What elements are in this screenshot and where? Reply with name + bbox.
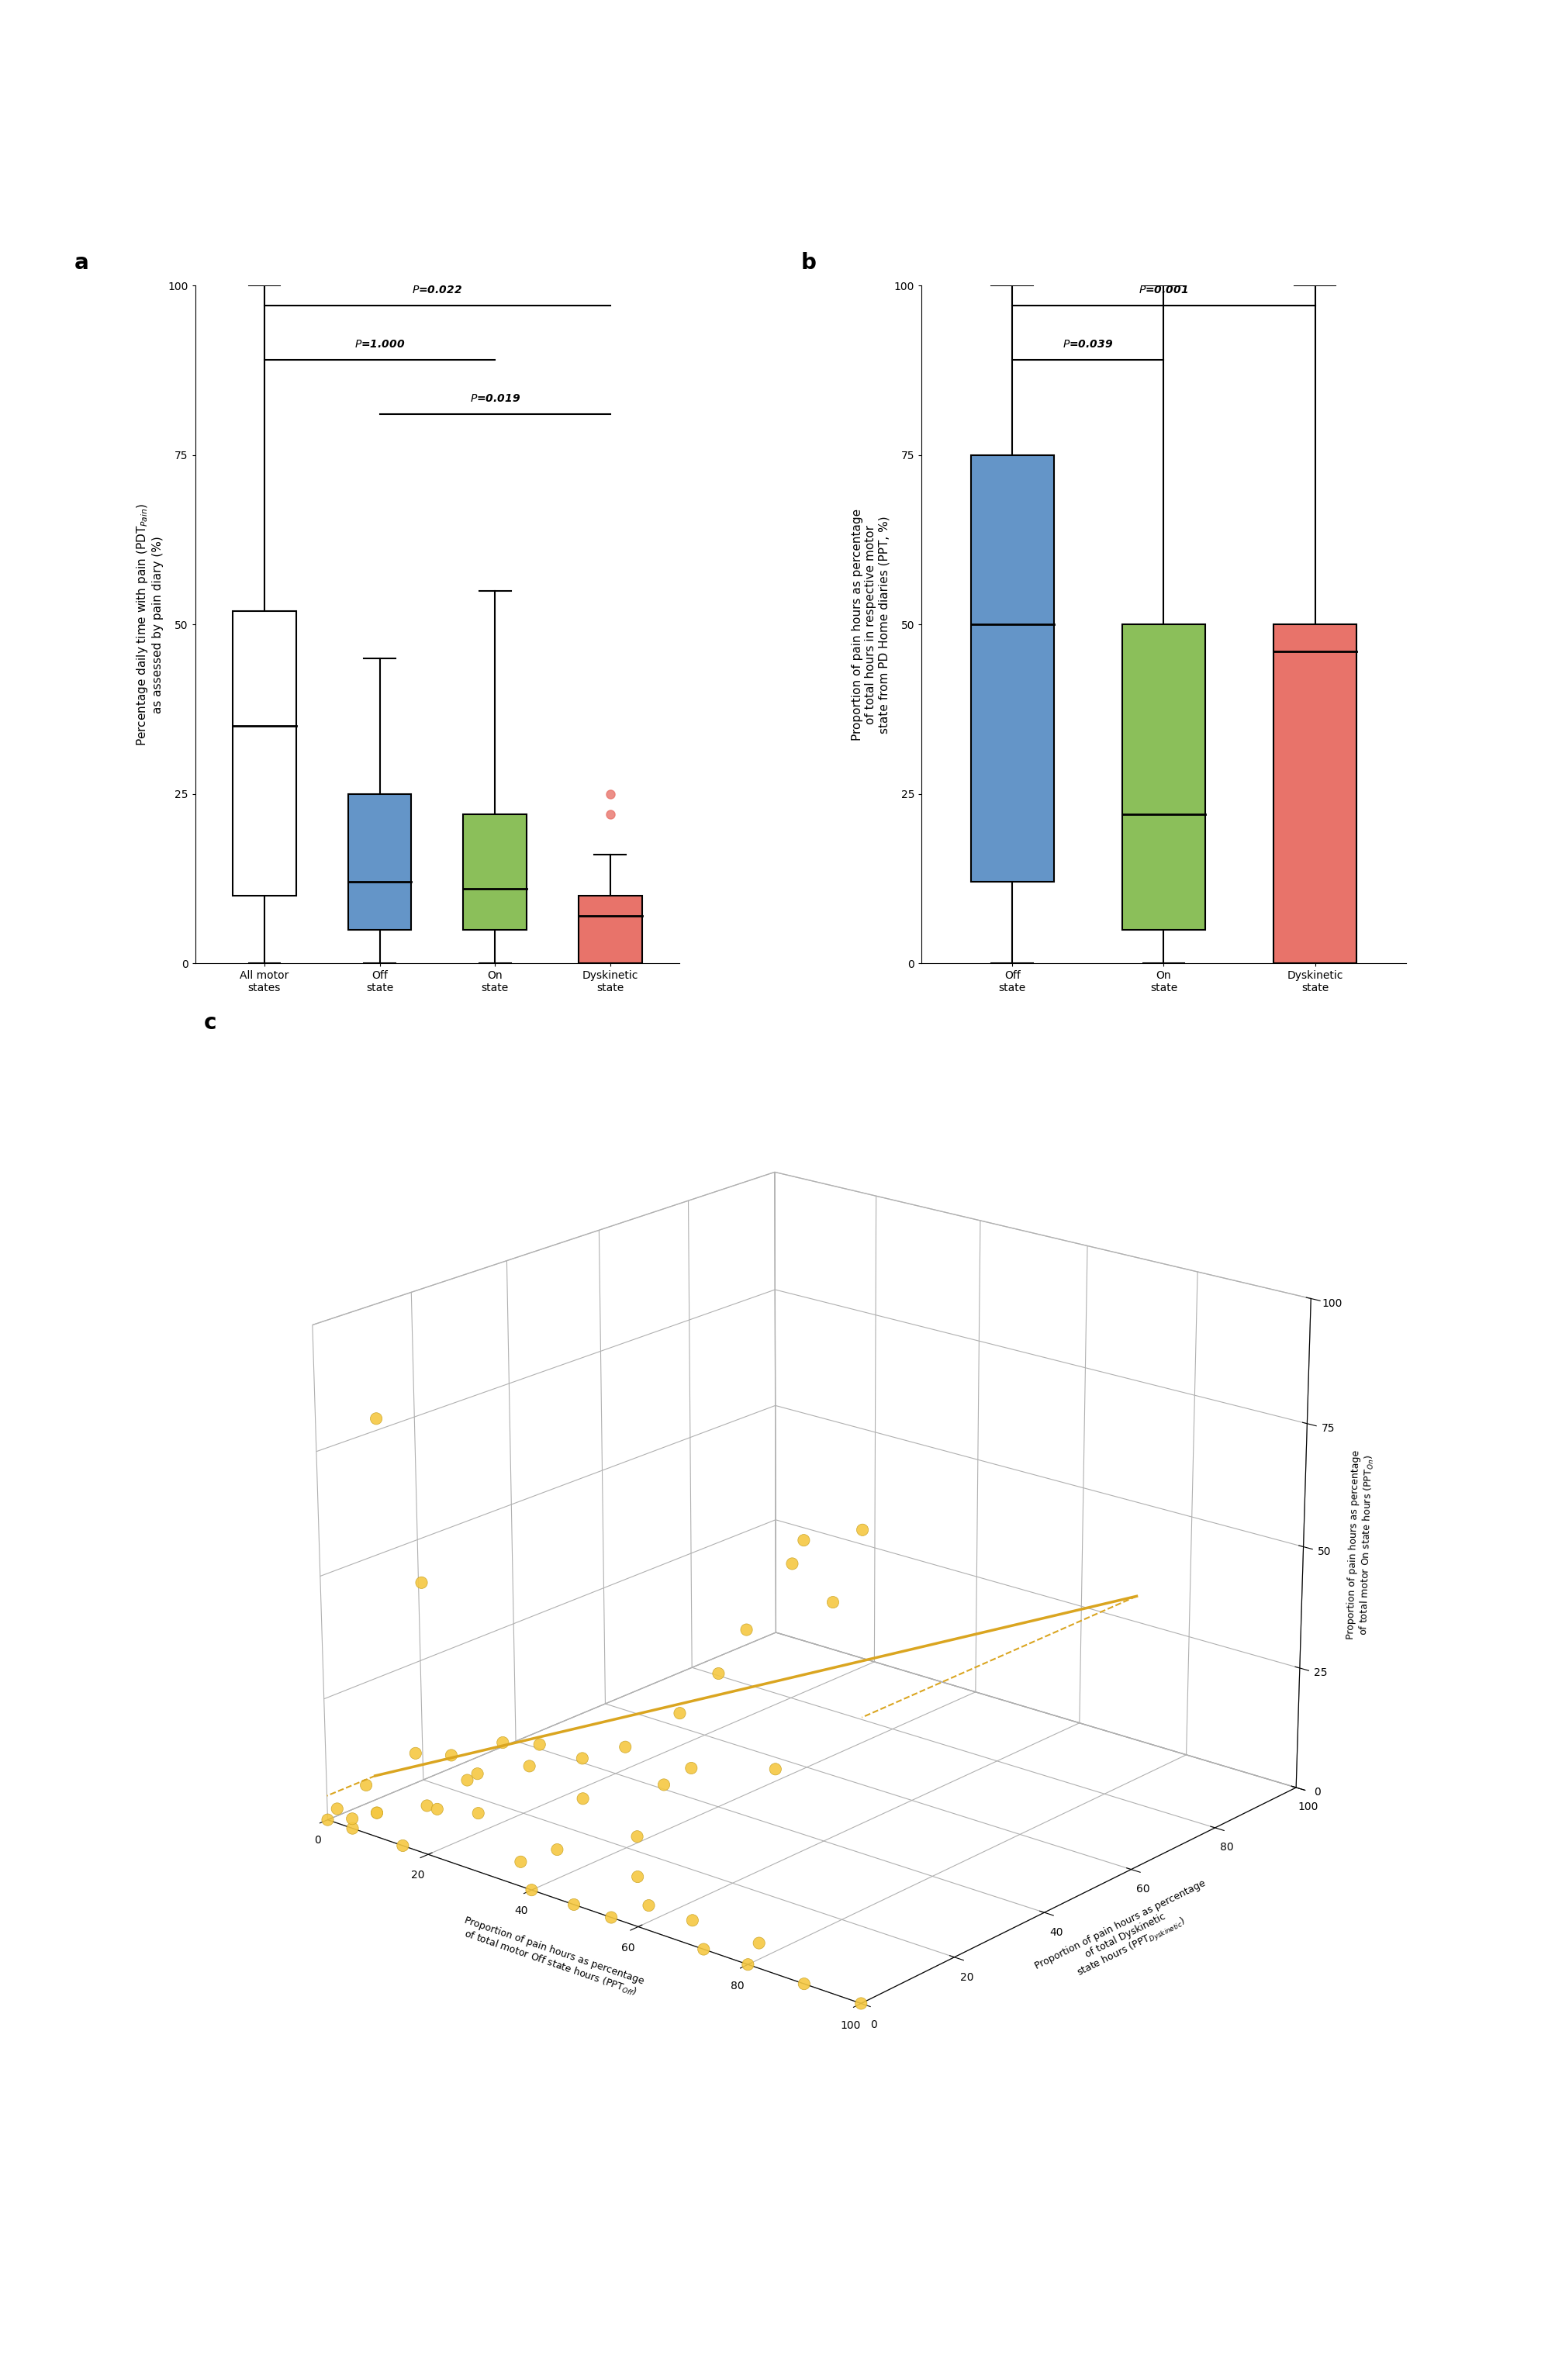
Text: c: c [205, 1012, 217, 1033]
FancyBboxPatch shape [233, 612, 297, 895]
FancyBboxPatch shape [578, 895, 642, 964]
Y-axis label: Percentage daily time with pain (PDT$_{Pain}$)
as assessed by pain diary (%): Percentage daily time with pain (PDT$_{P… [136, 502, 164, 745]
Text: a: a [73, 252, 89, 274]
Y-axis label: Proportion of pain hours as percentage
of total Dyskinetic
state hours (PPT$_{Dy: Proportion of pain hours as percentage o… [1034, 1878, 1220, 1997]
FancyBboxPatch shape [1273, 624, 1357, 964]
Y-axis label: Proportion of pain hours as percentage
of total hours in respective motor
state : Proportion of pain hours as percentage o… [851, 509, 890, 740]
X-axis label: Proportion of pain hours as percentage
of total motor Off state hours (PPT$_{Off: Proportion of pain hours as percentage o… [458, 1916, 645, 1999]
FancyBboxPatch shape [1122, 624, 1206, 931]
Text: b: b [800, 252, 815, 274]
Text: $P$=0.022: $P$=0.022 [412, 286, 462, 295]
Text: $P$=1.000: $P$=1.000 [355, 338, 405, 350]
Text: $P$=0.001: $P$=0.001 [1139, 286, 1189, 295]
FancyBboxPatch shape [464, 814, 526, 931]
FancyBboxPatch shape [970, 455, 1054, 883]
Text: $P$=0.019: $P$=0.019 [470, 393, 520, 405]
Text: $P$=0.039: $P$=0.039 [1062, 338, 1114, 350]
FancyBboxPatch shape [348, 795, 411, 931]
